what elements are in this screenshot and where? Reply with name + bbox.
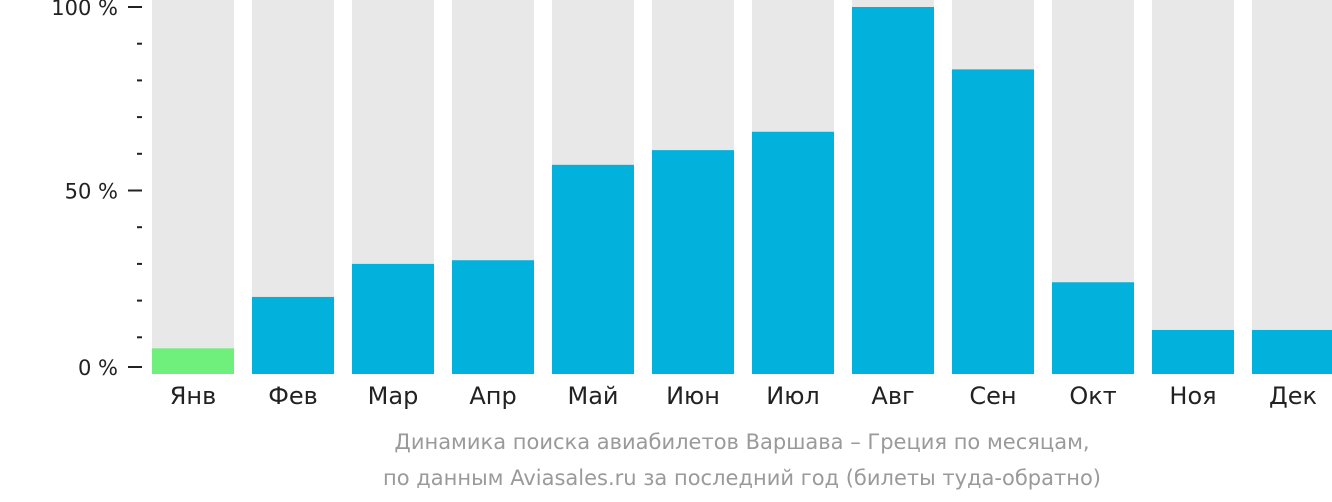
bar-12 (1252, 329, 1332, 374)
y-tick-label: 100 % (51, 0, 118, 20)
x-tick-label: Июл (766, 382, 820, 410)
bar-1 (152, 348, 234, 374)
bar-10 (1052, 282, 1134, 374)
bar-track (1152, 0, 1234, 374)
bar-7 (752, 131, 834, 374)
x-tick-label: Фев (268, 382, 318, 410)
chart-caption-line-2: по данным Aviasales.ru за последний год … (383, 466, 1101, 490)
bars (152, 0, 1332, 374)
bar-8 (852, 7, 934, 374)
bar-4 (452, 260, 534, 374)
x-tick-label: Авг (871, 382, 914, 410)
x-tick-label: Янв (170, 382, 217, 410)
x-axis-labels: Янв Фев Мар Апр Май Июн Июл Авг Сен Окт Ноя Дек (170, 382, 1317, 410)
y-tick-label: 0 % (78, 356, 118, 380)
x-tick-label: Мар (368, 382, 419, 410)
bar-track (152, 0, 234, 374)
x-tick-label: Дек (1269, 382, 1317, 410)
bar-9 (952, 69, 1034, 374)
x-tick-label: Июн (666, 382, 720, 410)
bar-3 (352, 263, 434, 374)
y-tick-label: 50 % (65, 180, 118, 204)
x-tick-label: Ноя (1169, 382, 1216, 410)
x-tick-label: Окт (1069, 382, 1116, 410)
x-tick-label: Сен (969, 382, 1016, 410)
y-axis: 0 % 50 % 100 % (51, 0, 142, 380)
bar-2 (252, 296, 334, 374)
bar-6 (652, 150, 734, 374)
bar-5 (552, 164, 634, 374)
chart-caption-line-1: Динамика поиска авиабилетов Варшава – Гр… (394, 430, 1090, 454)
x-tick-label: Апр (469, 382, 516, 410)
x-tick-label: Май (567, 382, 618, 410)
bar-11 (1152, 329, 1234, 374)
bar-track (1252, 0, 1332, 374)
